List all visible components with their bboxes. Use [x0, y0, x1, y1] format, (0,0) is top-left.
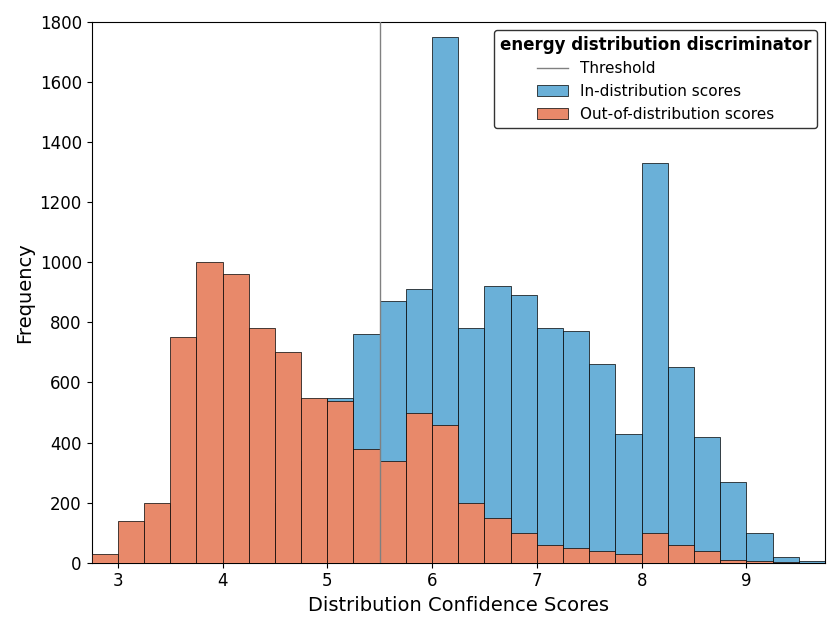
Bar [563, 331, 589, 563]
Bar [589, 365, 616, 563]
Bar [485, 287, 511, 563]
Bar [773, 557, 799, 563]
Bar [92, 554, 118, 563]
Bar [249, 328, 275, 563]
Bar [118, 520, 144, 563]
Y-axis label: Frequency: Frequency [15, 242, 34, 343]
Bar [432, 425, 459, 563]
Bar [328, 401, 354, 563]
Bar [694, 551, 720, 563]
Bar [485, 518, 511, 563]
Threshold [375, 559, 385, 566]
Bar [380, 301, 406, 563]
Bar [773, 562, 799, 563]
Bar [144, 503, 171, 563]
Bar [459, 503, 485, 563]
Bar [171, 338, 197, 563]
Bar [537, 328, 563, 563]
Bar [668, 545, 694, 563]
Bar [747, 561, 773, 563]
Bar [197, 262, 223, 563]
Bar [432, 37, 459, 563]
Bar [537, 545, 563, 563]
Bar [328, 398, 354, 563]
Bar [616, 433, 642, 563]
Bar [720, 559, 747, 563]
Bar [459, 328, 485, 563]
Bar [642, 163, 668, 563]
Legend: Threshold, In-distribution scores, Out-of-distribution scores: Threshold, In-distribution scores, Out-o… [494, 30, 817, 128]
Bar [354, 335, 380, 563]
Bar [301, 398, 328, 563]
Bar [275, 503, 301, 563]
Bar [720, 481, 747, 563]
Bar [406, 413, 432, 563]
Bar [747, 533, 773, 563]
Bar [301, 461, 328, 563]
Bar [380, 461, 406, 563]
Bar [799, 561, 825, 563]
Bar [511, 533, 537, 563]
Bar [223, 274, 249, 563]
Threshold [375, 559, 385, 566]
Bar [275, 352, 301, 563]
Bar [354, 449, 380, 563]
Bar [563, 547, 589, 563]
Bar [668, 367, 694, 563]
Bar [694, 437, 720, 563]
Bar [589, 551, 616, 563]
Bar [406, 289, 432, 563]
Bar [616, 554, 642, 563]
Bar [511, 295, 537, 563]
X-axis label: Distribution Confidence Scores: Distribution Confidence Scores [307, 596, 609, 615]
Bar [642, 533, 668, 563]
